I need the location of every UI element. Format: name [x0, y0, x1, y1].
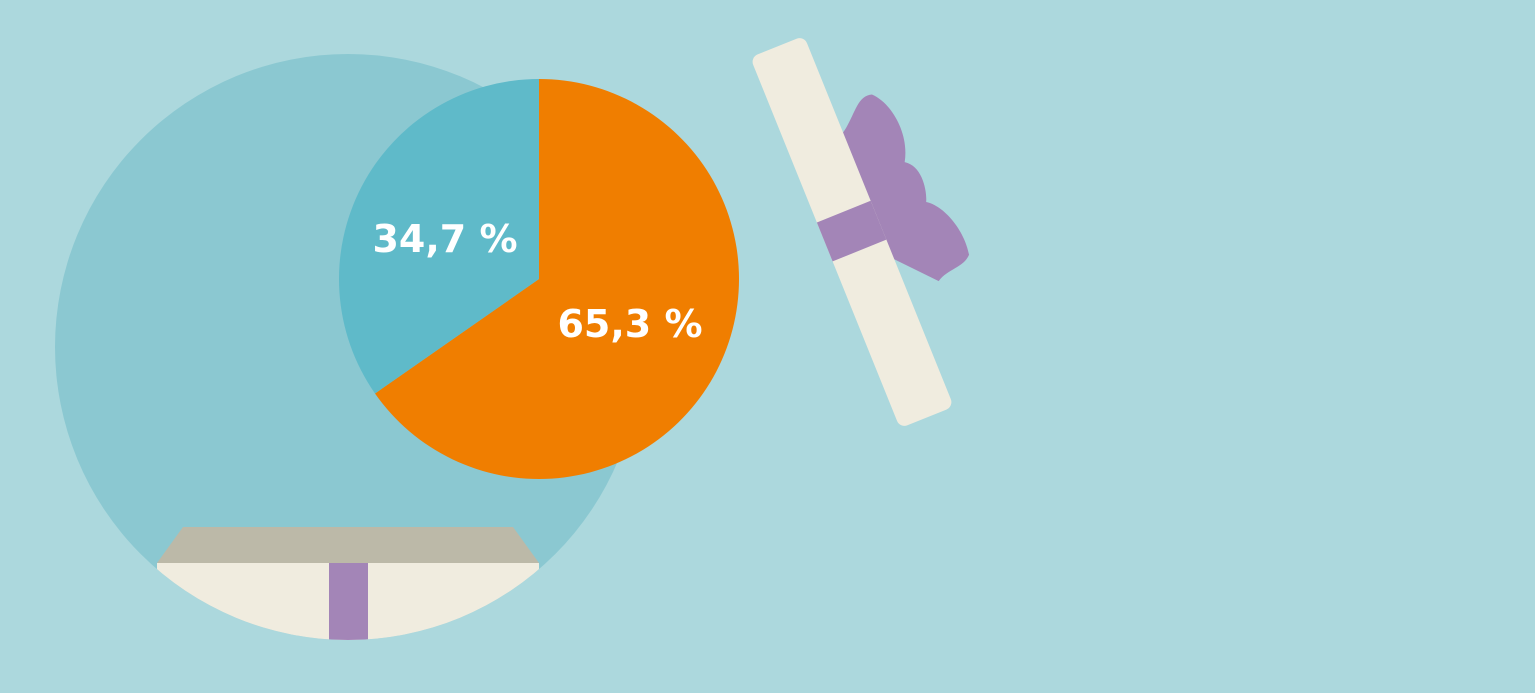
gift-box-ribbon: [329, 563, 368, 640]
bow-icon: [842, 94, 970, 282]
slice-label-1: 34,7 %: [372, 217, 517, 261]
gift-box-rim: [157, 527, 539, 563]
pie-slice-1: [339, 79, 539, 394]
slice-label-0: 65,3 %: [557, 302, 702, 346]
gift-box: [157, 527, 539, 640]
lid-ribbon: [816, 200, 887, 262]
gift-lid: [752, 38, 970, 426]
pie-slice-0: [375, 79, 739, 480]
pie-chart: [339, 79, 739, 480]
